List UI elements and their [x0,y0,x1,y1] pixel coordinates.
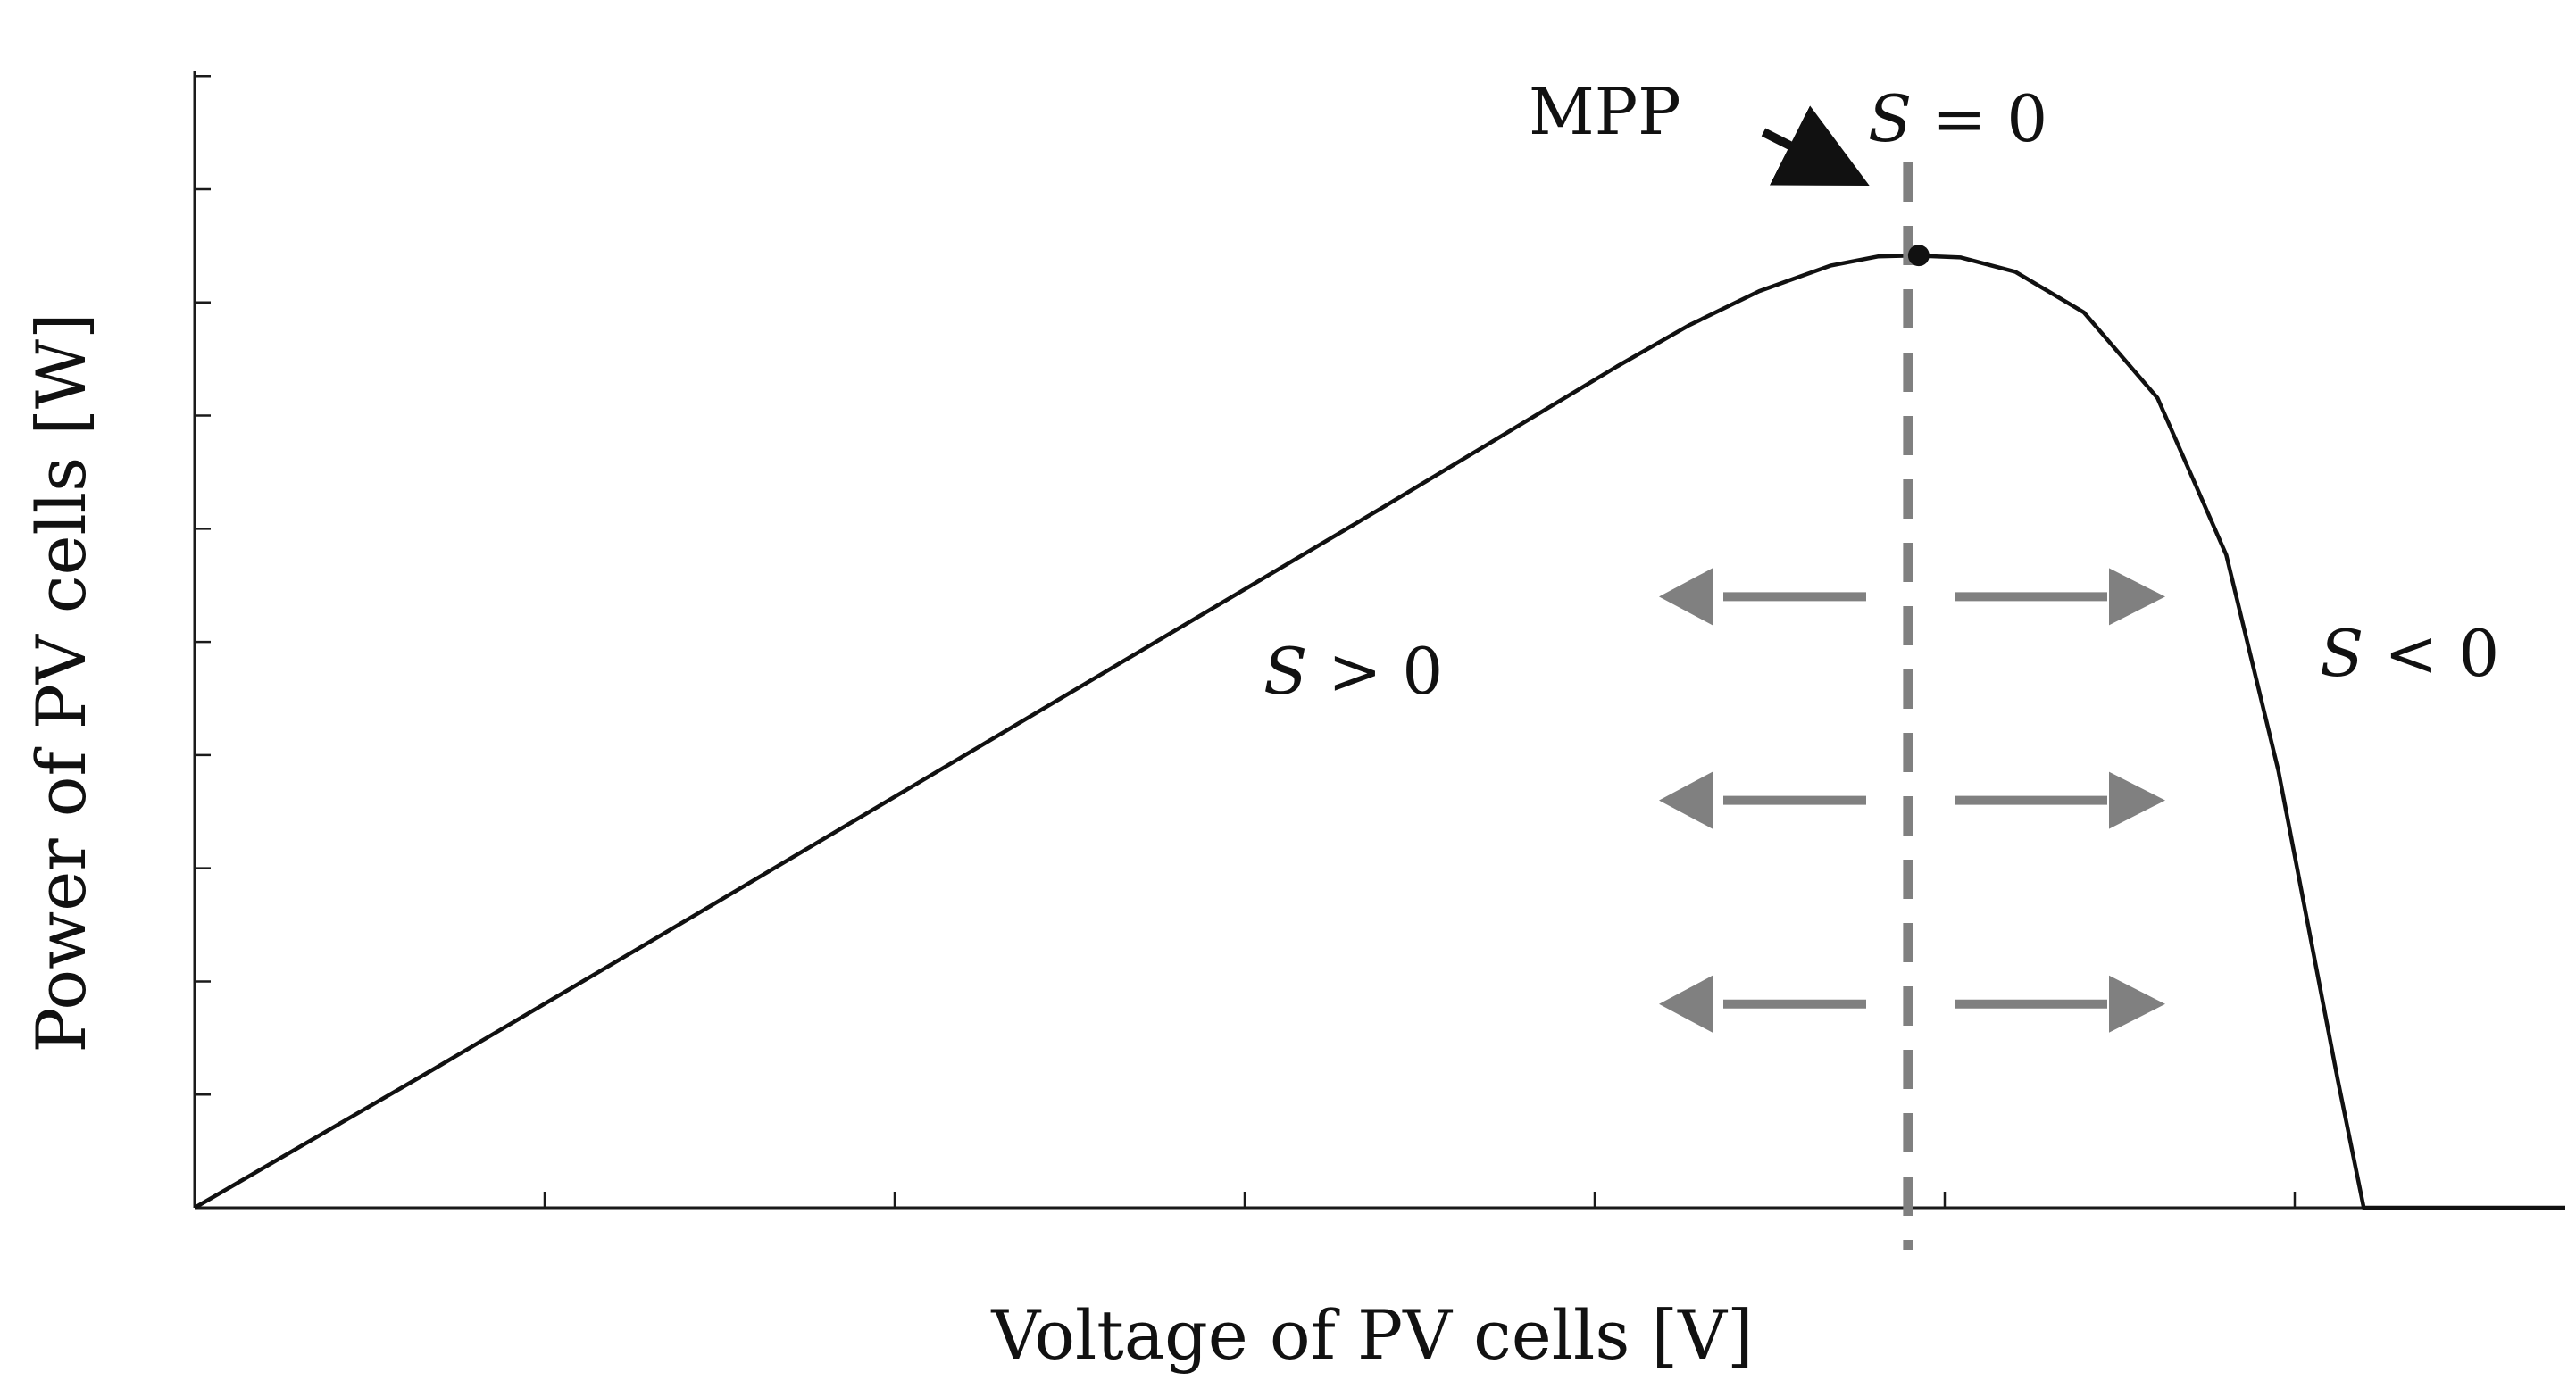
direction-arrow-left [1659,975,1866,1033]
mpp-point [1907,245,1930,267]
axes [193,71,2565,1210]
s-zero-label: S = 0 [1868,81,2047,156]
direction-arrow-right [1955,568,2165,626]
direction-arrow-head [1659,975,1713,1033]
s-zero-relation: = 0 [1912,81,2047,156]
x-ticks [543,1192,2297,1208]
direction-arrow-left [1659,771,1866,829]
mpp-pointer-arrow [1761,105,1870,187]
direction-arrow-right [1955,771,2165,829]
s-positive-label: S > 0 [1263,634,1443,709]
direction-arrow-head [2109,568,2165,626]
s-negative-relation: < 0 [2363,616,2499,691]
direction-arrow-head [2109,975,2165,1033]
direction-arrow-left [1659,568,1866,626]
x-axis-label: Voltage of PV cells [V] [990,1295,1753,1375]
direction-arrows [1659,568,2165,1033]
mpp-label: MPP [1529,74,1681,149]
direction-arrow-head [1659,568,1713,626]
s-positive-relation: > 0 [1307,634,1443,709]
y-axis-label: Power of PV cells [W] [21,312,101,1052]
s-negative-label: S < 0 [2320,616,2499,691]
y-ticks [195,74,211,1096]
pv-power-curve [193,253,2565,1210]
s-negative-variable: S [2320,616,2363,691]
s-zero-variable: S [1868,81,1912,156]
direction-arrow-right [1955,975,2165,1033]
direction-arrow-head [2109,771,2165,829]
direction-arrow-head [1659,771,1713,829]
s-positive-variable: S [1263,634,1307,709]
